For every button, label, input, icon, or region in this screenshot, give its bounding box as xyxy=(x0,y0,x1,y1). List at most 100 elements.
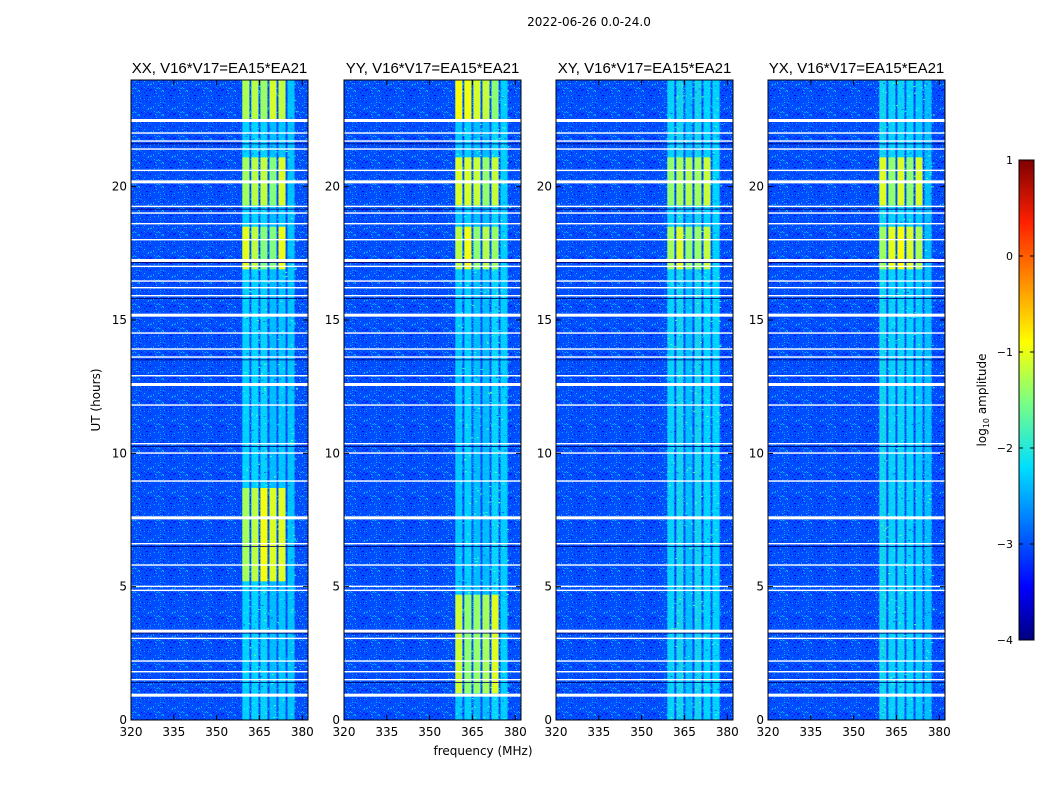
y-tick-label: 20 xyxy=(325,180,340,194)
flagged-row xyxy=(344,239,521,241)
rfi-peak xyxy=(915,226,923,270)
rfi-peak xyxy=(269,488,277,582)
rfi-peak xyxy=(473,80,481,120)
flagged-row xyxy=(768,637,945,640)
flagged-row xyxy=(344,223,521,225)
flagged-row xyxy=(556,585,733,588)
flagged-row xyxy=(556,629,733,633)
rfi-column xyxy=(712,80,720,720)
flagged-row xyxy=(556,332,733,334)
flagged-row xyxy=(556,180,733,184)
flagged-row xyxy=(131,239,308,241)
x-tick-label: 320 xyxy=(120,725,143,739)
flagged-row xyxy=(344,404,521,406)
flagged-row xyxy=(344,693,521,697)
flagged-row xyxy=(344,660,521,662)
rfi-peak xyxy=(242,226,250,270)
rfi-column xyxy=(915,80,923,720)
rfi-column xyxy=(924,80,932,720)
x-tick-label: 320 xyxy=(545,725,568,739)
flagged-row xyxy=(131,295,308,297)
rfi-peak xyxy=(897,226,905,270)
flagged-row xyxy=(556,287,733,289)
flagged-row xyxy=(768,589,945,592)
rfi-peak xyxy=(251,226,259,270)
flagged-row xyxy=(768,679,945,681)
flagged-row xyxy=(131,332,308,334)
y-axis-label: UT (hours) xyxy=(89,368,103,431)
colorbar-gradient xyxy=(1018,159,1035,641)
flagged-row xyxy=(556,404,733,406)
flagged-row xyxy=(768,287,945,289)
panel-frame xyxy=(343,79,522,721)
rfi-peak xyxy=(251,80,259,120)
rfi-column xyxy=(260,80,268,720)
flagged-row xyxy=(556,564,733,566)
panel-heatmap xyxy=(556,80,733,720)
colorbar-label-sub: 10 xyxy=(982,418,991,428)
flagged-row xyxy=(344,637,521,640)
y-tick-label: 10 xyxy=(325,446,340,460)
flagged-row xyxy=(344,589,521,592)
rfi-column xyxy=(879,80,887,720)
rfi-peak xyxy=(906,226,914,270)
x-tick-label: 350 xyxy=(205,725,228,739)
flagged-row xyxy=(131,132,308,134)
flagged-row xyxy=(131,119,308,122)
panel-frame xyxy=(130,79,309,721)
panel-1: YY, V16*V17=EA15*EA21 320 335 350 365 380 0 5 10… xyxy=(325,60,527,739)
flagged-row xyxy=(768,383,945,386)
rfi-peak xyxy=(242,488,250,582)
y-tick-label: 0 xyxy=(756,713,764,727)
flagged-row xyxy=(768,223,945,225)
rfi-peak xyxy=(464,80,472,120)
flagged-row xyxy=(131,443,308,445)
rfi-peak xyxy=(473,226,481,270)
flagged-row xyxy=(344,313,521,317)
flagged-row xyxy=(131,660,308,662)
flagged-row xyxy=(768,140,945,142)
flagged-row xyxy=(768,280,945,282)
flagged-row xyxy=(344,383,521,386)
rfi-peak xyxy=(491,594,499,694)
flagged-row xyxy=(131,348,308,350)
flagged-row xyxy=(556,637,733,640)
rfi-peak xyxy=(278,488,286,582)
flagged-row xyxy=(131,516,308,520)
flagged-row xyxy=(768,480,945,482)
y-tick-label: 10 xyxy=(749,446,764,460)
flagged-row xyxy=(556,543,733,545)
y-tick-label: 10 xyxy=(112,446,127,460)
flagged-row xyxy=(344,348,521,350)
flagged-row xyxy=(344,265,521,268)
panel-frame xyxy=(767,79,946,721)
flagged-row xyxy=(344,132,521,134)
rfi-peak xyxy=(482,80,490,120)
flagged-row xyxy=(556,223,733,225)
rfi-column xyxy=(455,80,463,720)
y-tick-label: 20 xyxy=(749,180,764,194)
rfi-column xyxy=(251,80,259,720)
flagged-row xyxy=(768,404,945,406)
x-tick-label: 365 xyxy=(461,725,484,739)
flagged-row xyxy=(131,140,308,142)
rfi-peak xyxy=(685,226,693,270)
flagged-row xyxy=(556,516,733,520)
panel-title: XX, V16*V17=EA15*EA21 xyxy=(132,60,308,77)
flagged-row xyxy=(131,585,308,588)
flagged-row xyxy=(768,205,945,208)
flagged-row xyxy=(768,212,945,214)
flagged-row xyxy=(768,148,945,150)
rfi-column xyxy=(287,80,295,720)
flagged-row xyxy=(344,629,521,633)
flagged-row xyxy=(556,259,733,262)
flagged-row xyxy=(768,671,945,673)
flagged-row xyxy=(344,295,521,297)
flagged-row xyxy=(344,119,521,122)
flagged-row xyxy=(768,356,945,358)
flagged-row xyxy=(131,148,308,150)
flagged-row xyxy=(768,169,945,172)
flagged-row xyxy=(131,589,308,592)
rfi-peak xyxy=(278,80,286,120)
flagged-row xyxy=(556,295,733,297)
